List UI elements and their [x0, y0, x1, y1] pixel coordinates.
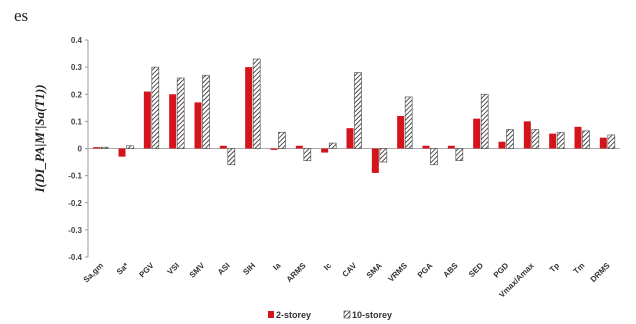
bar-two-storey: [346, 128, 354, 149]
bar-ten-storey: [607, 134, 616, 149]
y-axis: 0.4 0.3 0.2 0.1 0 -0.1 -0.2 -0.3 -0.4: [68, 36, 89, 262]
bar-two-storey: [574, 126, 582, 149]
x-tick-label: SED: [467, 261, 485, 279]
bar-ten-storey: [480, 93, 489, 149]
bar-two-storey: [295, 145, 303, 149]
y-axis-label-group: I(DI_PA|M'|Sa(T1)): [32, 84, 47, 193]
bar-ten-storey: [582, 130, 590, 149]
x-tick-label: ABS: [441, 261, 460, 280]
x-tick-label: Sa,gm: [82, 261, 105, 284]
bar-two-storey: [523, 121, 531, 149]
bar-two-storey: [599, 137, 607, 149]
y-tick-label: -0.2: [68, 199, 82, 208]
bar-two-storey: [270, 148, 278, 150]
y-tick-label: -0.3: [68, 226, 82, 235]
bar-two-storey: [194, 102, 202, 149]
legend: 2-storey 10-storey: [268, 310, 392, 320]
bar-ten-storey: [328, 142, 337, 149]
legend-swatch-two-storey: [268, 311, 274, 318]
bar-ten-storey: [278, 131, 286, 149]
y-axis-label: I(DI_PA|M'|Sa(T1)): [32, 84, 47, 193]
bar-ten-storey: [126, 145, 134, 149]
bar-two-storey: [498, 141, 506, 149]
y-tick-label: -0.4: [68, 253, 82, 262]
x-tick-label: SIH: [241, 261, 257, 277]
bar-two-storey: [245, 67, 253, 149]
x-tick-label: ARMS: [285, 261, 308, 284]
x-tick-label: Ia: [271, 261, 282, 272]
bar-two-storey: [371, 148, 379, 173]
y-tick-label: 0: [78, 145, 83, 154]
bar-two-storey: [447, 145, 455, 149]
bar-ten-storey: [354, 72, 362, 149]
x-tick-label: Tp: [548, 261, 561, 274]
bar-two-storey: [93, 147, 101, 149]
bar-ten-storey: [202, 74, 210, 149]
bar-two-storey: [473, 118, 481, 149]
bars: [93, 58, 616, 173]
bar-ten-storey: [151, 66, 160, 149]
bar-ten-storey: [100, 146, 109, 149]
bar-ten-storey: [379, 148, 388, 163]
y-tick-label: 0.1: [71, 117, 83, 126]
x-tick-label: PGA: [416, 261, 435, 280]
y-tick-label: 0.2: [71, 90, 83, 99]
x-tick-label: PGV: [137, 261, 156, 280]
bar-ten-storey: [176, 77, 185, 149]
x-tick-label: Tm: [572, 261, 587, 276]
x-tick-label: SMA: [365, 261, 384, 280]
corner-text: es: [14, 6, 29, 25]
bar-two-storey: [118, 148, 126, 157]
x-tick-label: Ic: [322, 261, 333, 272]
x-tick-label: Sa*: [115, 260, 131, 276]
y-tick-label: 0.4: [71, 36, 83, 45]
bar-ten-storey: [506, 129, 514, 149]
bar-two-storey: [169, 94, 177, 149]
legend-label-two-storey: 2-storey: [276, 310, 311, 320]
x-tick-label: VRMS: [386, 261, 409, 284]
x-tick-label: VSI: [166, 261, 181, 276]
bar-ten-storey: [531, 129, 540, 149]
bar-ten-storey: [303, 148, 312, 162]
bar-ten-storey: [556, 131, 565, 149]
bar-two-storey: [219, 145, 227, 149]
bar-ten-storey: [404, 96, 413, 149]
bar-two-storey: [321, 148, 329, 153]
x-tick-label: ASI: [216, 261, 232, 277]
bar-two-storey: [422, 145, 430, 149]
bar-ten-storey: [455, 148, 464, 162]
x-tick-labels: Sa,gm Sa* PGV VSI SMV ASI SIH Ia ARMS Ic CAV SMA VRM…: [82, 260, 612, 299]
bar-two-storey: [397, 115, 405, 149]
x-tick-label: CAV: [341, 261, 359, 279]
bar-two-storey: [143, 91, 151, 149]
legend-swatch-ten-storey: [343, 310, 351, 319]
x-tick-label: DRMS: [589, 261, 612, 284]
x-tick-label: SMV: [188, 261, 207, 280]
y-tick-label: 0.3: [71, 63, 83, 72]
bar-two-storey: [549, 133, 557, 149]
x-tick-label: PGD: [492, 261, 511, 280]
legend-label-ten-storey: 10-storey: [352, 310, 392, 320]
bar-ten-storey: [227, 148, 236, 166]
y-tick-label: -0.1: [68, 172, 82, 181]
bar-ten-storey: [430, 148, 438, 166]
bar-ten-storey: [252, 58, 261, 149]
